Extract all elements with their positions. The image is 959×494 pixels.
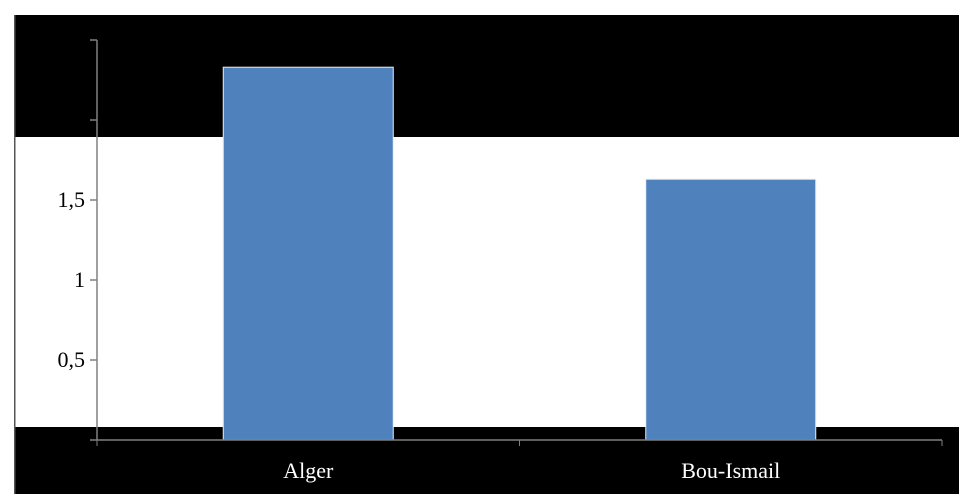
y-tick-label: 0,5	[58, 347, 86, 372]
x-labels-group: Alger Bou-Ismail	[96, 440, 943, 483]
bottom-dark-band	[14, 427, 959, 494]
bar-alger	[222, 66, 394, 441]
y-tick-label: 0	[74, 427, 85, 452]
bars-group	[222, 66, 817, 441]
y-tick-label: 1,5	[58, 187, 86, 212]
left-border	[14, 15, 16, 494]
top-dark-band	[14, 15, 959, 137]
bar-bou-ismail	[645, 178, 817, 441]
y-tick-label: 2	[74, 107, 85, 132]
x-tick-label: Bou-Ismail	[681, 458, 780, 483]
y-tick-label: 2,5	[58, 27, 86, 52]
y-tick-label: 1	[74, 267, 85, 292]
x-tick-label: Alger	[283, 458, 334, 483]
y-ticks-group: 0 0,5 1 1,5 2 2,5	[57, 27, 97, 452]
